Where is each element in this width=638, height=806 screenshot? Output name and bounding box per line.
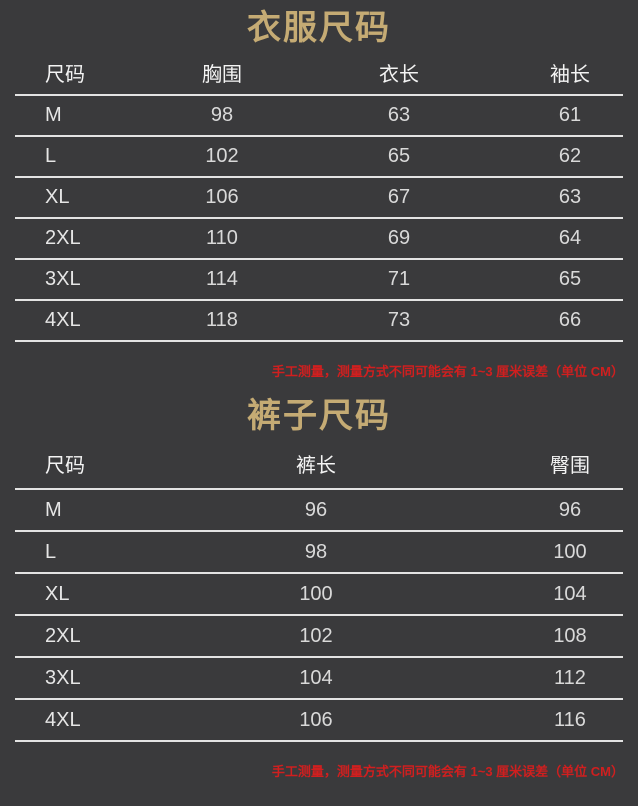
size-cell: XL [45,582,70,605]
value-cell: 61 [558,104,582,126]
value-cell: 96 [304,498,328,521]
column-header-size: 尺码 [45,454,85,477]
clothes-size-table: 尺码 胸围 衣长 袖长 M 98 63 61 L 102 65 62 XL 10… [15,50,623,342]
table-row: 2XL 102 108 [15,616,623,658]
clothes-table-header-row: 尺码 胸围 衣长 袖长 [15,50,623,96]
clothes-size-title: 衣服尺码 [247,9,391,47]
value-cell: 63 [558,186,582,208]
pants-size-title: 裤子尺码 [247,397,391,435]
column-header-pants-length: 裤长 [296,454,336,477]
size-cell: M [45,498,62,521]
table-row: M 96 96 [15,490,623,532]
size-cell: 4XL [45,708,81,731]
table-row: M 98 63 61 [15,96,623,137]
table-row: XL 106 67 63 [15,178,623,219]
table-row: L 102 65 62 [15,137,623,178]
value-cell: 73 [387,309,411,331]
size-cell: 4XL [45,309,81,331]
value-cell: 98 [210,104,234,126]
value-cell: 104 [553,582,587,605]
value-cell: 100 [553,540,587,563]
measurement-note: 手工测量，测量方式不同可能会有 1~3 厘米误差（单位 CM） [271,364,624,379]
pants-size-table: 尺码 裤长 臀围 M 96 96 L 98 100 XL 100 104 2XL… [15,438,623,742]
value-cell: 108 [553,624,587,647]
table-row: XL 100 104 [15,574,623,616]
value-cell: 64 [558,227,582,249]
value-cell: 98 [304,540,328,563]
column-header-chest: 胸围 [202,63,242,86]
size-cell: 2XL [45,624,81,647]
size-cell: 3XL [45,666,81,689]
value-cell: 65 [558,268,582,290]
table-row: 2XL 110 69 64 [15,219,623,260]
value-cell: 106 [299,708,333,731]
measurement-note: 手工测量，测量方式不同可能会有 1~3 厘米误差（单位 CM） [271,764,624,779]
size-cell: L [45,145,57,167]
value-cell: 116 [554,708,586,731]
value-cell: 106 [205,186,239,208]
value-cell: 69 [387,227,411,249]
column-header-sleeve-length: 袖长 [550,63,590,86]
value-cell: 71 [387,268,411,290]
column-header-size: 尺码 [45,63,85,86]
value-cell: 114 [206,268,238,290]
value-cell: 67 [387,186,411,208]
value-cell: 102 [205,145,239,167]
value-cell: 118 [206,309,238,331]
value-cell: 112 [554,666,586,689]
column-header-hip: 臀围 [550,454,590,477]
table-row: 3XL 114 71 65 [15,260,623,301]
value-cell: 110 [206,227,238,249]
size-cell: M [45,104,62,126]
value-cell: 102 [299,624,333,647]
size-cell: 2XL [45,227,81,249]
value-cell: 104 [299,666,333,689]
size-cell: 3XL [45,268,81,290]
table-row: 4XL 106 116 [15,700,623,742]
table-row: 3XL 104 112 [15,658,623,700]
size-cell: L [45,540,57,563]
size-cell: XL [45,186,70,208]
pants-table-header-row: 尺码 裤长 臀围 [15,438,623,490]
column-header-garment-length: 衣长 [379,63,419,86]
table-row: L 98 100 [15,532,623,574]
value-cell: 66 [558,309,582,331]
value-cell: 65 [387,145,411,167]
value-cell: 63 [387,104,411,126]
value-cell: 96 [558,498,582,521]
value-cell: 62 [558,145,582,167]
value-cell: 100 [299,582,333,605]
table-row: 4XL 118 73 66 [15,301,623,342]
